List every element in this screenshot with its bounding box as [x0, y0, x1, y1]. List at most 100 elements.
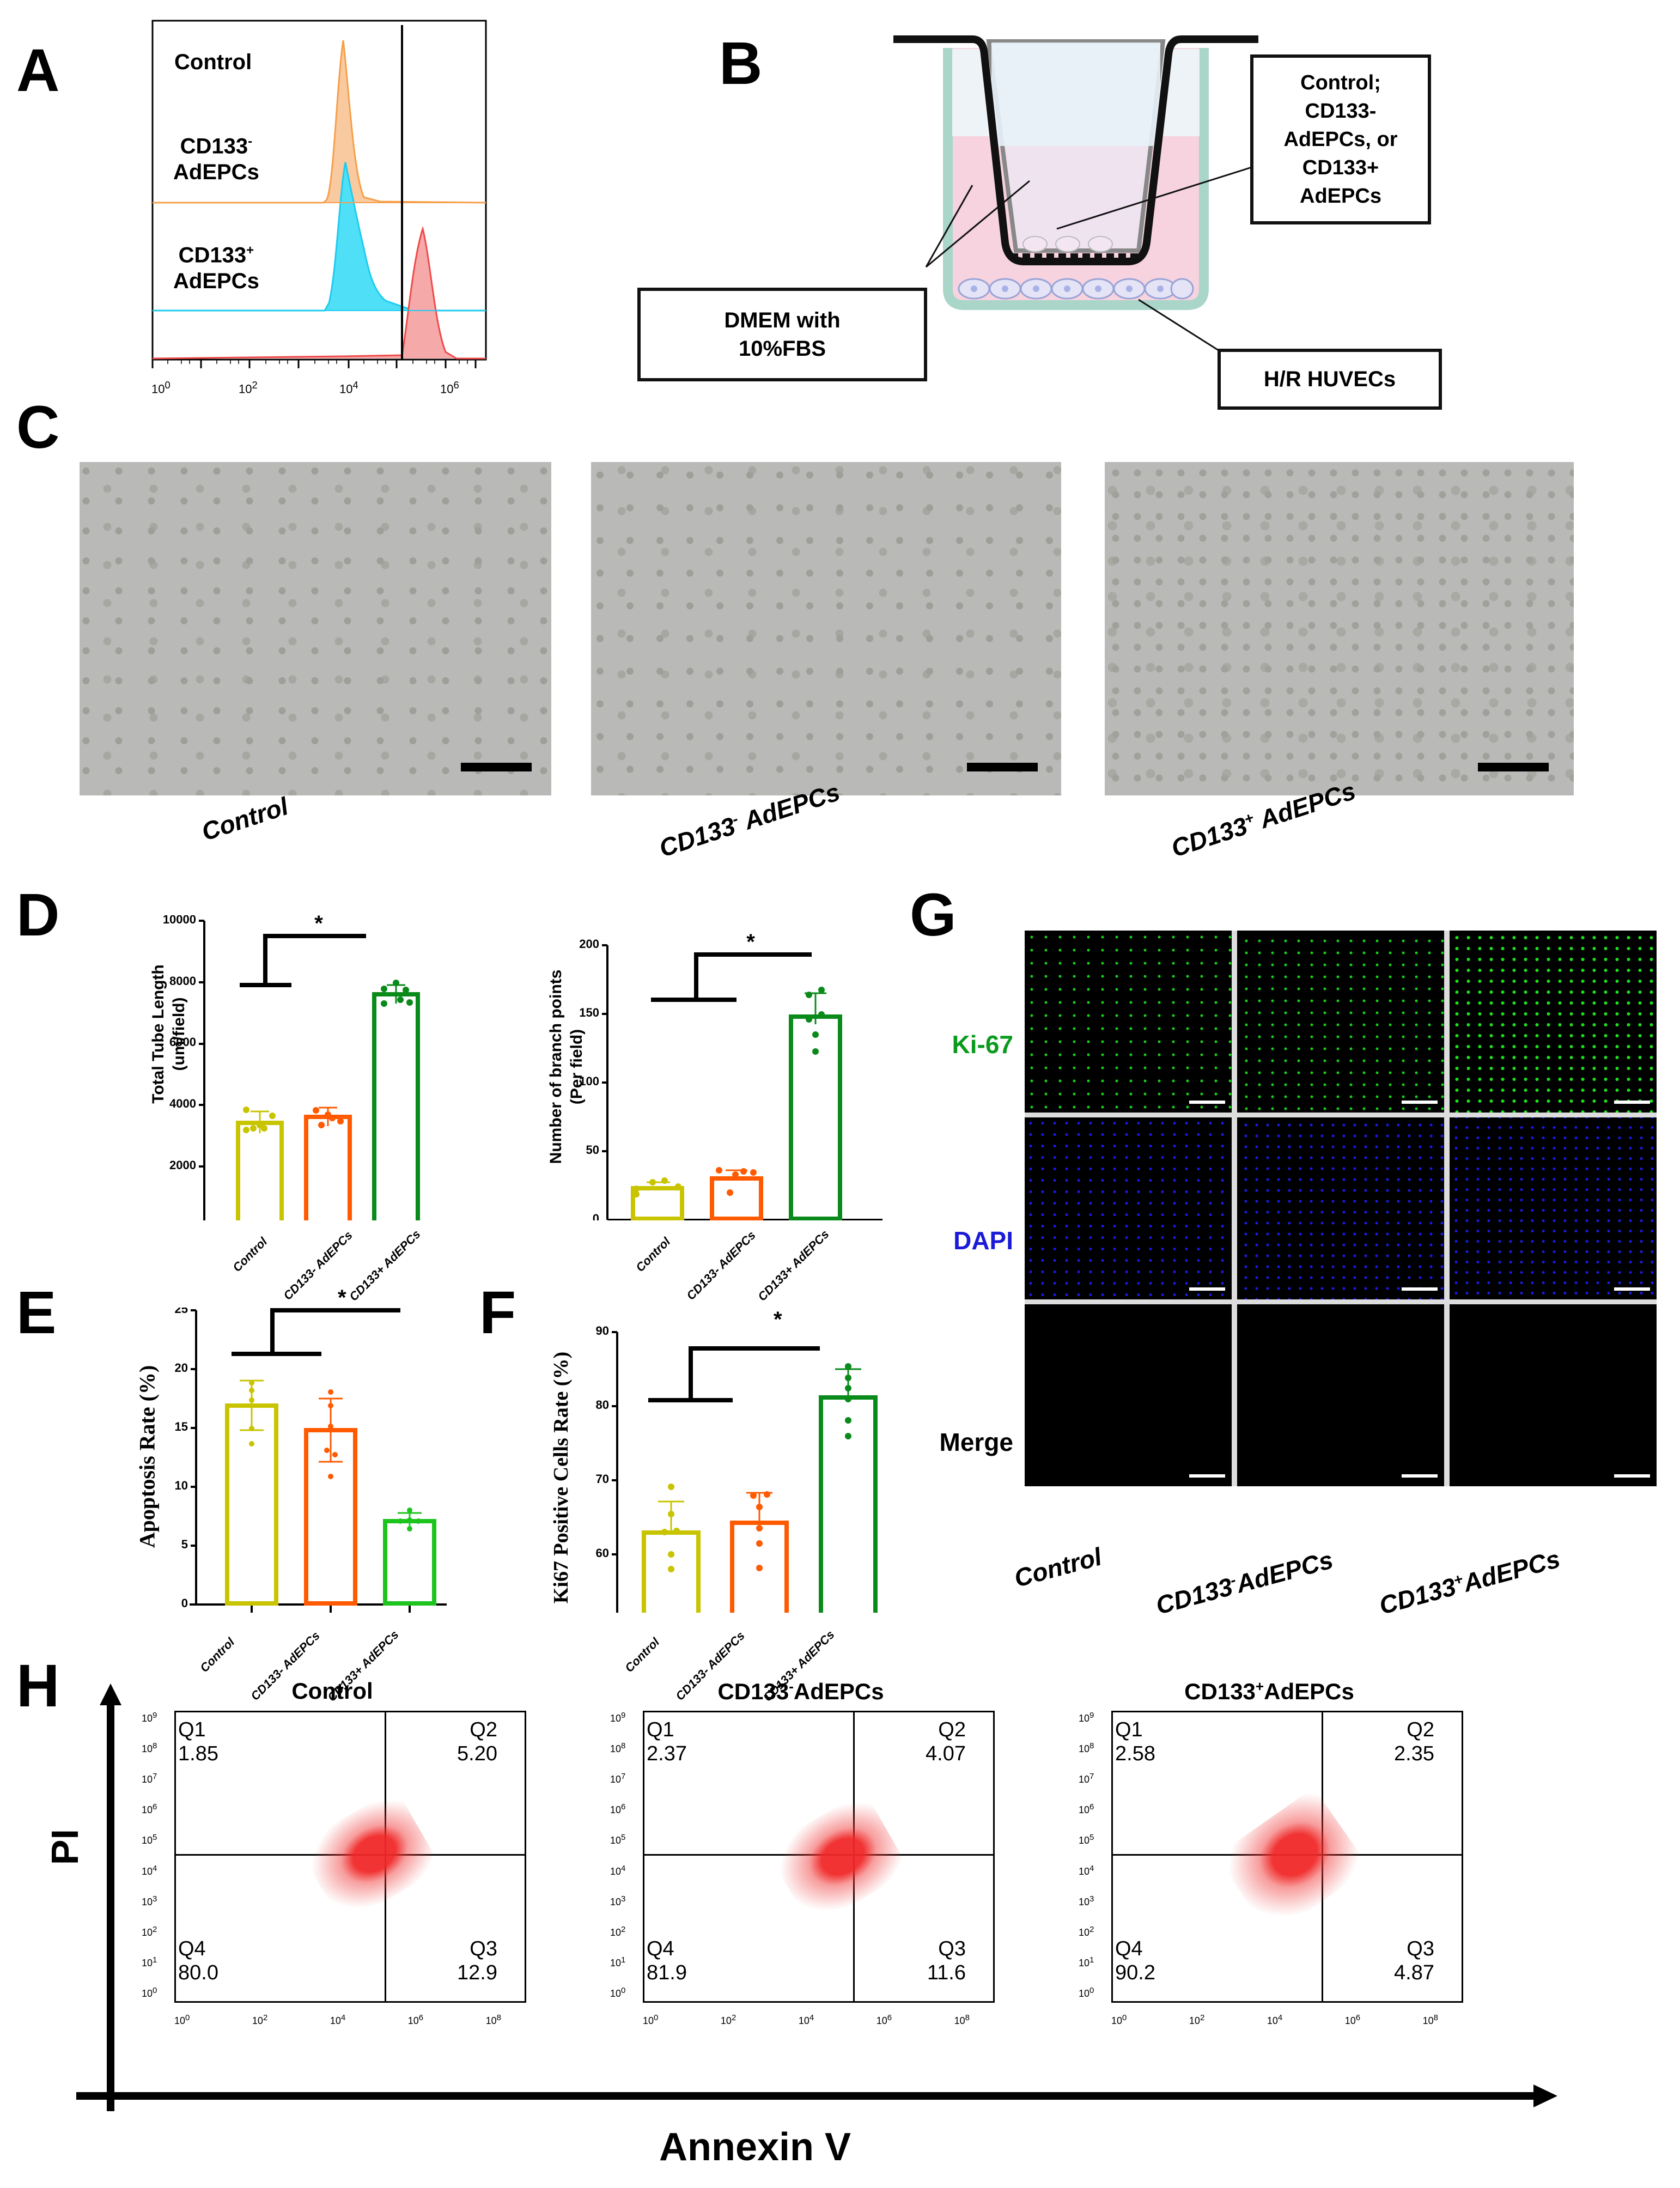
- ytick: 103: [610, 1894, 626, 1907]
- ytick: 104: [142, 1863, 157, 1877]
- ylabel-line: Number of branch points: [547, 969, 565, 1164]
- x-ticks: 100 102 104 106 108: [174, 2013, 501, 2027]
- svg-text:200: 200: [579, 937, 599, 951]
- scale-bar: [1614, 1101, 1650, 1104]
- ytick: 102: [1079, 1924, 1094, 1938]
- xtick: 102: [720, 2013, 736, 2026]
- image-dapi-cd133-pos: [1450, 1117, 1657, 1299]
- xtick: 106: [876, 2013, 892, 2026]
- ytick: 109: [610, 1711, 626, 1724]
- label-sup: +: [246, 243, 254, 258]
- ytick: 108: [610, 1741, 626, 1755]
- image-dapi-control: [1025, 1117, 1232, 1299]
- col-text: CD133: [1153, 1572, 1236, 1620]
- q-label: Q3: [470, 1937, 497, 1960]
- label-text: AdEPCs: [173, 269, 259, 294]
- significance-star: *: [338, 1286, 346, 1310]
- chart-apoptosis-rate: 25 20 15 10 5 0 * Apoptosis Rate (%): [109, 1286, 501, 1614]
- ytick: 109: [1079, 1711, 1094, 1724]
- panel-label-f: F: [479, 1279, 516, 1346]
- scale-bar: [1189, 1101, 1225, 1104]
- q-label: Q1: [647, 1718, 674, 1741]
- histogram-label-cd133-neg: CD133- AdEPCs: [173, 129, 259, 185]
- xtick: 104: [339, 379, 358, 396]
- ytick: 103: [142, 1894, 157, 1907]
- svg-text:20: 20: [175, 1361, 188, 1375]
- caption-text: Control: [198, 792, 292, 847]
- treatment-text: CD133-: [1305, 100, 1377, 123]
- row-label-dapi: DAPI: [953, 1226, 1013, 1255]
- svg-text:10: 10: [175, 1479, 188, 1492]
- svg-text:80: 80: [596, 1398, 609, 1412]
- svg-text:6000: 6000: [169, 1035, 196, 1049]
- scale-bar: [1478, 763, 1549, 771]
- title-sup: +: [1255, 1678, 1264, 1694]
- image-merge-cd133-neg: [1237, 1304, 1444, 1486]
- y-ticks: 109 108 107 106 105 104 103 102 101 100: [1079, 1711, 1110, 1999]
- xtick: 104: [1267, 2013, 1283, 2026]
- ytick: 108: [142, 1741, 157, 1755]
- svg-text:2000: 2000: [169, 1158, 196, 1172]
- treatment-text: CD133+: [1302, 156, 1379, 179]
- q-label: Q3: [938, 1937, 966, 1960]
- svg-text:0: 0: [190, 1219, 196, 1220]
- ylabel-line: (Per field): [568, 1029, 586, 1105]
- q1-value: 2.37: [647, 1742, 687, 1765]
- medium-box: DMEM with 10%FBS: [637, 288, 927, 381]
- g-col-label-control: Control: [1011, 1542, 1105, 1593]
- plot-title: CD133+AdEPCs: [1068, 1678, 1471, 1705]
- bar-chart: 200 150 100 50 0 *: [579, 930, 882, 1229]
- significance-star: *: [774, 1308, 782, 1332]
- image-ki67-cd133-pos: [1450, 931, 1657, 1113]
- scale-bar: [1402, 1474, 1438, 1478]
- image-ki67-cd133-neg: [1237, 931, 1444, 1113]
- ytick: 102: [610, 1924, 626, 1938]
- plot-title: Control: [131, 1678, 534, 1704]
- label-text: CD133: [178, 243, 247, 268]
- title-text: AdEPCs: [793, 1679, 884, 1704]
- ytick: 106: [1079, 1802, 1094, 1816]
- q-label: Q1: [1115, 1718, 1143, 1741]
- ytick: 108: [1079, 1741, 1094, 1755]
- treatment-text: Control;: [1300, 71, 1381, 94]
- x-ticks: 100 102 104 106 108: [643, 2013, 970, 2027]
- q-label: Q2: [470, 1718, 497, 1741]
- ytick: 107: [610, 1772, 626, 1785]
- q2: Q2 2.35: [1394, 1718, 1434, 1766]
- xtick: 100: [174, 2013, 190, 2026]
- treatment-text: AdEPCs: [1300, 185, 1381, 208]
- q4-value: 90.2: [1115, 1961, 1155, 1984]
- treatment-box: Control; CD133- AdEPCs, or CD133+ AdEPCs: [1250, 54, 1431, 224]
- xtick: 108: [1422, 2013, 1438, 2026]
- flow-plot-control: Control Q1 1.85 Q2 5.20 Q3 12.9 Q4 80.0 109 1…: [131, 1678, 534, 2059]
- category-label: Control: [622, 1635, 662, 1675]
- pi-axis-arrowhead: [100, 1683, 121, 1705]
- x-tick-labels: 100 102 104 106: [151, 379, 489, 406]
- histogram-label-control: Control: [174, 50, 252, 74]
- q2-value: 4.07: [926, 1742, 966, 1765]
- ytick: 107: [142, 1772, 157, 1785]
- svg-text:4000: 4000: [169, 1097, 196, 1110]
- ytick: 107: [1079, 1772, 1094, 1785]
- plot-area: Q1 2.37 Q2 4.07 Q3 11.6 Q4 81.9: [643, 1711, 995, 2003]
- q-label: Q4: [178, 1937, 206, 1960]
- q1-value: 1.85: [178, 1742, 218, 1765]
- scale-bar: [1614, 1474, 1650, 1478]
- ytick: 106: [142, 1802, 157, 1816]
- xtick: 100: [1111, 2013, 1127, 2026]
- q4-value: 80.0: [178, 1961, 218, 1984]
- flow-plot-cd133-pos: CD133+AdEPCs Q1 2.58 Q2 2.35 Q3 4.87 Q4 90.2…: [1068, 1678, 1471, 2059]
- title-text: CD133: [1184, 1679, 1256, 1704]
- x-ticks: 100 102 104 106 108: [1111, 2013, 1438, 2027]
- q-label: Q1: [178, 1718, 206, 1741]
- medium-text: DMEM with: [724, 308, 841, 332]
- col-text: AdEPCs: [1460, 1544, 1563, 1597]
- title-text: Control: [291, 1678, 373, 1704]
- q-label: Q3: [1407, 1937, 1434, 1960]
- q1-value: 2.58: [1115, 1742, 1155, 1765]
- scale-bar: [461, 763, 532, 771]
- transwell-diagram: Control; CD133- AdEPCs, or CD133+ AdEPCs…: [637, 33, 1602, 410]
- micrograph-control: [80, 462, 551, 795]
- annexin-axis-arrowhead: [1533, 2084, 1557, 2107]
